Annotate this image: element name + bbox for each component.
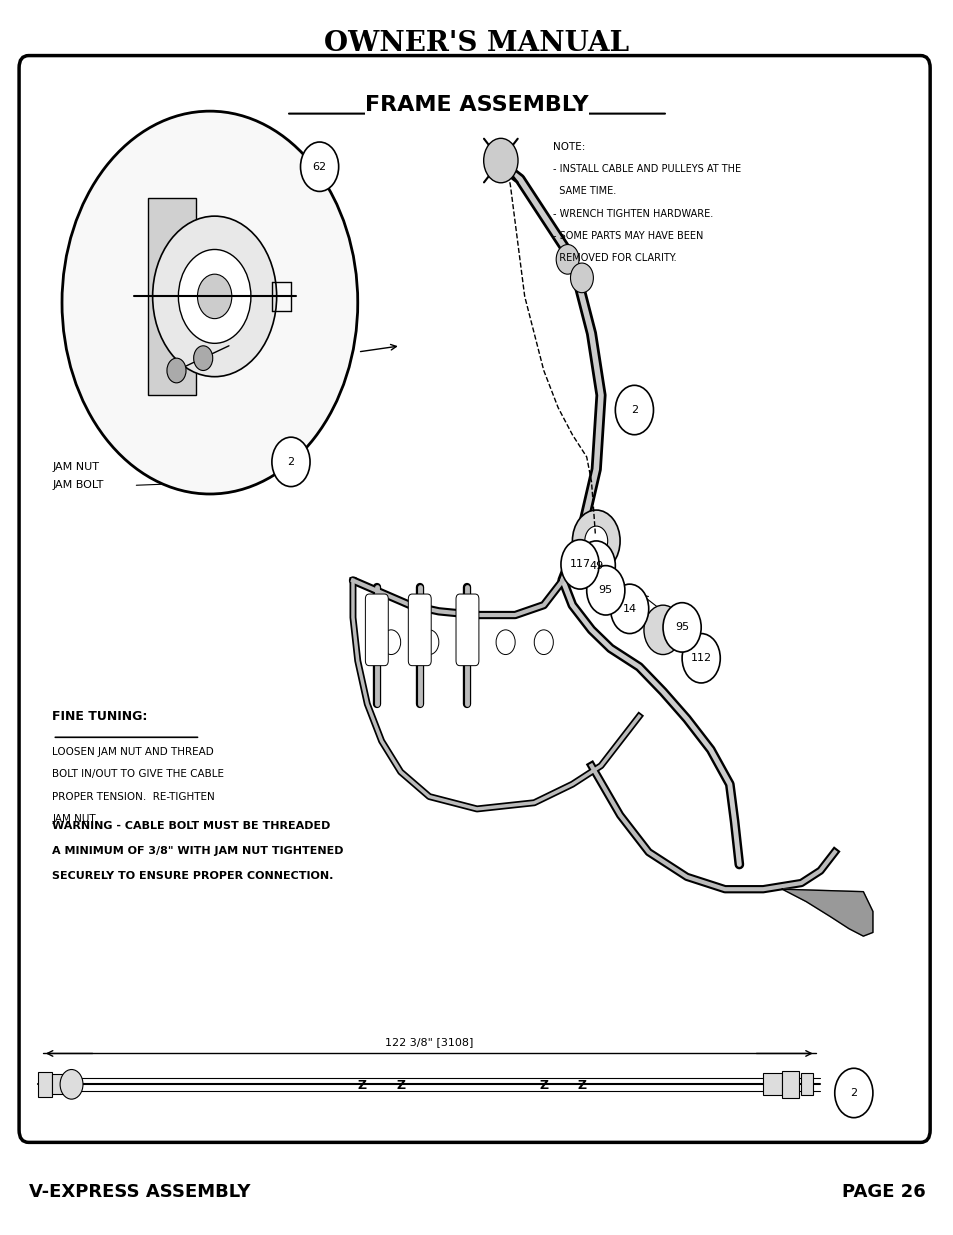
Circle shape — [560, 540, 598, 589]
Text: 122 3/8" [3108]: 122 3/8" [3108] — [385, 1037, 473, 1047]
Text: REMOVED FOR CLARITY.: REMOVED FOR CLARITY. — [553, 253, 677, 263]
Circle shape — [570, 263, 593, 293]
Text: LOOSEN JAM NUT AND THREAD: LOOSEN JAM NUT AND THREAD — [52, 747, 214, 757]
Text: NOTE:: NOTE: — [553, 142, 585, 152]
Circle shape — [615, 385, 653, 435]
Circle shape — [834, 1068, 872, 1118]
Circle shape — [681, 634, 720, 683]
Text: 2: 2 — [849, 1088, 857, 1098]
FancyBboxPatch shape — [148, 198, 195, 395]
Circle shape — [610, 584, 648, 634]
Text: JAM NUT.: JAM NUT. — [52, 814, 98, 824]
Text: 2: 2 — [287, 457, 294, 467]
Text: 14: 14 — [622, 604, 636, 614]
Text: SAME TIME.: SAME TIME. — [553, 186, 616, 196]
Circle shape — [197, 274, 232, 319]
Circle shape — [381, 630, 400, 655]
Bar — [52, 1074, 64, 1094]
Circle shape — [586, 566, 624, 615]
Bar — [38, 1072, 52, 1097]
Text: WARNING - CABLE BOLT MUST BE THREADED: WARNING - CABLE BOLT MUST BE THREADED — [52, 821, 331, 831]
Text: 117: 117 — [569, 559, 590, 569]
FancyBboxPatch shape — [408, 594, 431, 666]
Bar — [801, 1073, 812, 1095]
Circle shape — [584, 526, 607, 556]
Text: - INSTALL CABLE AND PULLEYS AT THE: - INSTALL CABLE AND PULLEYS AT THE — [553, 164, 740, 174]
Bar — [781, 1071, 799, 1098]
Text: 62: 62 — [313, 162, 326, 172]
Circle shape — [496, 630, 515, 655]
Text: 112: 112 — [690, 653, 711, 663]
Text: A MINIMUM OF 3/8" WITH JAM NUT TIGHTENED: A MINIMUM OF 3/8" WITH JAM NUT TIGHTENED — [52, 846, 344, 856]
Text: FINE TUNING:: FINE TUNING: — [52, 710, 148, 724]
Circle shape — [178, 249, 251, 343]
FancyBboxPatch shape — [365, 594, 388, 666]
Text: 2: 2 — [630, 405, 638, 415]
Text: PROPER TENSION.  RE-TIGHTEN: PROPER TENSION. RE-TIGHTEN — [52, 792, 215, 802]
Text: V-EXPRESS ASSEMBLY: V-EXPRESS ASSEMBLY — [29, 1183, 250, 1200]
Text: BOLT IN/OUT TO GIVE THE CABLE: BOLT IN/OUT TO GIVE THE CABLE — [52, 769, 224, 779]
Text: 95: 95 — [675, 622, 688, 632]
Circle shape — [662, 603, 700, 652]
Polygon shape — [781, 889, 872, 936]
Text: Z: Z — [357, 1079, 367, 1092]
Text: Z: Z — [395, 1079, 405, 1092]
Circle shape — [577, 541, 615, 590]
Circle shape — [457, 630, 476, 655]
Text: 95: 95 — [598, 585, 612, 595]
Circle shape — [152, 216, 276, 377]
Text: JAM NUT: JAM NUT — [52, 462, 99, 472]
Circle shape — [534, 630, 553, 655]
Circle shape — [300, 142, 338, 191]
Circle shape — [556, 245, 578, 274]
Text: Z: Z — [577, 1079, 586, 1092]
Circle shape — [643, 605, 681, 655]
Text: - SOME PARTS MAY HAVE BEEN: - SOME PARTS MAY HAVE BEEN — [553, 231, 703, 241]
Circle shape — [60, 1070, 83, 1099]
Circle shape — [483, 138, 517, 183]
Circle shape — [193, 346, 213, 370]
Bar — [762, 1073, 781, 1095]
Text: SECURELY TO ENSURE PROPER CONNECTION.: SECURELY TO ENSURE PROPER CONNECTION. — [52, 871, 334, 881]
Text: FRAME ASSEMBLY: FRAME ASSEMBLY — [365, 95, 588, 115]
Text: JAM BOLT: JAM BOLT — [52, 480, 104, 490]
Circle shape — [62, 111, 357, 494]
Circle shape — [572, 510, 619, 572]
FancyBboxPatch shape — [19, 56, 929, 1142]
Circle shape — [419, 630, 438, 655]
Text: - WRENCH TIGHTEN HARDWARE.: - WRENCH TIGHTEN HARDWARE. — [553, 209, 713, 219]
FancyBboxPatch shape — [456, 594, 478, 666]
Text: Z: Z — [538, 1079, 548, 1092]
Circle shape — [272, 437, 310, 487]
Text: OWNER'S MANUAL: OWNER'S MANUAL — [324, 30, 629, 57]
Text: 49: 49 — [589, 561, 602, 571]
Circle shape — [167, 358, 186, 383]
Text: PAGE 26: PAGE 26 — [841, 1183, 924, 1200]
